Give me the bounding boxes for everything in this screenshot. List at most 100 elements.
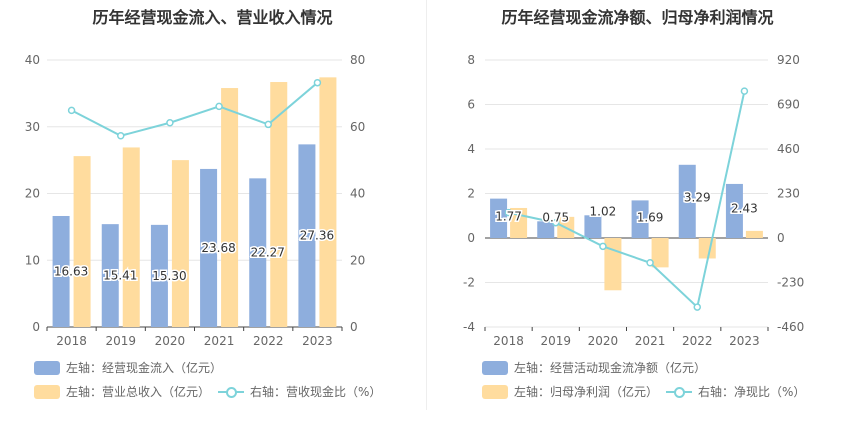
legend-label: 左轴：经营现金流入（亿元） xyxy=(66,361,223,375)
legend-item[interactable]: 右轴：净现比（%） xyxy=(666,383,805,400)
left-axis-tick-label: 6 xyxy=(467,98,475,112)
legend-swatch xyxy=(482,384,508,399)
bar-primary xyxy=(631,200,649,238)
bar-primary xyxy=(537,221,555,238)
x-axis-tick-label: 2020 xyxy=(155,334,186,348)
right-axis-tick-label: 20 xyxy=(350,253,365,267)
ratio-point xyxy=(166,118,174,127)
data-label: 2.43 xyxy=(731,201,758,215)
x-axis-tick-label: 2021 xyxy=(204,334,235,348)
data-label: 16.63 xyxy=(54,264,88,278)
bar-primary xyxy=(725,183,743,238)
right-axis-tick-label: 60 xyxy=(350,120,365,134)
legend-label: 右轴：净现比（%） xyxy=(698,385,806,399)
chart-title: 历年经营现金流入、营业收入情况 xyxy=(92,8,333,27)
x-axis-tick-label: 2023 xyxy=(302,334,333,348)
right-chart-panel: 历年经营现金流净额、归母净利润情况 -4 -2 0 2 4 6 8 -460 -230 0 230 4… xyxy=(425,0,850,437)
left-axis-tick-label: 10 xyxy=(25,253,40,267)
legend-swatch xyxy=(34,384,60,399)
left-axis-tick-label: 40 xyxy=(25,53,40,67)
x-axis-tick-label: 2018 xyxy=(56,334,87,348)
left-axis-tick-label: 0 xyxy=(32,320,40,334)
chart-plot: 0 10 20 30 40 0 20 40 60 80 2018 2019 2020 2021 2022 20… xyxy=(25,53,366,348)
ratio-line xyxy=(508,90,746,310)
ratio-point xyxy=(117,132,125,140)
legend-label: 左轴：经营活动现金流净额（亿元） xyxy=(514,361,707,375)
right-axis-tick-label: 0 xyxy=(777,231,785,245)
ratio-point xyxy=(67,106,76,115)
ratio-point xyxy=(646,259,654,267)
bar-primary xyxy=(298,144,316,327)
left-axis-tick-label: 2 xyxy=(467,187,475,201)
data-label: 1.77 xyxy=(495,209,522,223)
bar-secondary xyxy=(221,88,239,327)
bar-primary xyxy=(584,215,602,238)
left-axis-tick-label: 0 xyxy=(467,231,475,245)
bar-primary xyxy=(200,168,218,327)
x-axis-tick-label: 2023 xyxy=(729,334,760,348)
bar-primary xyxy=(52,215,70,327)
data-label: 27.36 xyxy=(300,229,334,243)
left-axis-tick-label: -4 xyxy=(463,320,475,334)
bar-secondary xyxy=(698,238,716,259)
bar-primary xyxy=(678,164,696,238)
ratio-point xyxy=(215,102,223,111)
data-label: 15.30 xyxy=(152,269,186,283)
ratio-line xyxy=(71,81,319,137)
bar-primary xyxy=(490,198,508,238)
bar-secondary xyxy=(73,156,91,327)
right-axis-tick-label: 920 xyxy=(777,53,800,67)
ratio-point xyxy=(693,303,701,311)
bar-primary xyxy=(101,224,119,327)
legend-swatch xyxy=(482,360,508,375)
bar-secondary xyxy=(171,160,189,327)
data-label: 3.29 xyxy=(684,191,711,205)
right-axis-tick-label: -230 xyxy=(777,276,804,290)
right-axis-tick-label: 40 xyxy=(350,187,365,201)
left-chart-panel: 历年经营现金流入、营业收入情况 0 10 20 30 40 0 20 40 60 80 2018 20… xyxy=(25,8,382,400)
right-axis-tick-label: 0 xyxy=(350,320,358,334)
bar-secondary xyxy=(270,82,288,327)
legend-item[interactable]: 左轴：营业总收入（亿元） xyxy=(34,383,210,400)
right-axis-tick-label: 690 xyxy=(777,98,800,112)
right-axis-tick-label: -460 xyxy=(777,320,804,334)
legend-item[interactable]: 左轴：经营现金流入（亿元） xyxy=(34,359,222,376)
x-axis-tick-label: 2022 xyxy=(253,334,284,348)
data-label: 15.41 xyxy=(103,269,137,283)
left-axis-tick-label: 4 xyxy=(467,142,475,156)
bar-secondary xyxy=(604,238,622,291)
data-label: 1.69 xyxy=(637,210,664,224)
panel-divider xyxy=(426,0,427,410)
data-label: 22.27 xyxy=(251,246,285,260)
ratio-point xyxy=(504,208,513,217)
legend-swatch xyxy=(34,360,60,375)
legend-item[interactable]: 左轴：归母净利润（亿元） xyxy=(482,383,658,400)
left-axis-tick-label: -2 xyxy=(463,276,475,290)
x-axis-tick-label: 2018 xyxy=(493,334,524,348)
legend-line-swatch xyxy=(666,385,692,399)
ratio-point xyxy=(313,78,322,87)
ratio-point xyxy=(552,218,560,227)
legend-label: 右轴：营收现金比（%） xyxy=(250,385,382,399)
right-axis-tick-label: 230 xyxy=(777,187,800,201)
legend-item[interactable]: 左轴：经营活动现金流净额（亿元） xyxy=(482,359,706,376)
bar-secondary xyxy=(122,147,140,327)
left-axis-tick-label: 30 xyxy=(25,120,40,134)
left-axis-tick-label: 8 xyxy=(467,53,475,67)
right-axis-tick-label: 460 xyxy=(777,142,800,156)
left-axis-tick-label: 20 xyxy=(25,187,40,201)
ratio-point xyxy=(599,242,607,251)
right-axis-tick-label: 80 xyxy=(350,53,365,67)
x-axis-tick-label: 2022 xyxy=(682,334,713,348)
legend-label: 左轴：营业总收入（亿元） xyxy=(66,385,211,399)
chart-plot: -4 -2 0 2 4 6 8 -460 -230 0 230 460 690 920 2018 2019 20… xyxy=(463,53,804,348)
legend-label: 左轴：归母净利润（亿元） xyxy=(514,385,659,399)
x-axis-tick-label: 2021 xyxy=(635,334,666,348)
x-axis-tick-label: 2019 xyxy=(540,334,571,348)
bar-secondary xyxy=(651,238,669,268)
x-axis-tick-label: 2020 xyxy=(588,334,619,348)
ratio-point xyxy=(264,120,272,129)
legend-item[interactable]: 右轴：营收现金比（%） xyxy=(218,383,381,400)
legend-line-swatch xyxy=(218,385,244,399)
data-label: 23.68 xyxy=(201,241,235,255)
